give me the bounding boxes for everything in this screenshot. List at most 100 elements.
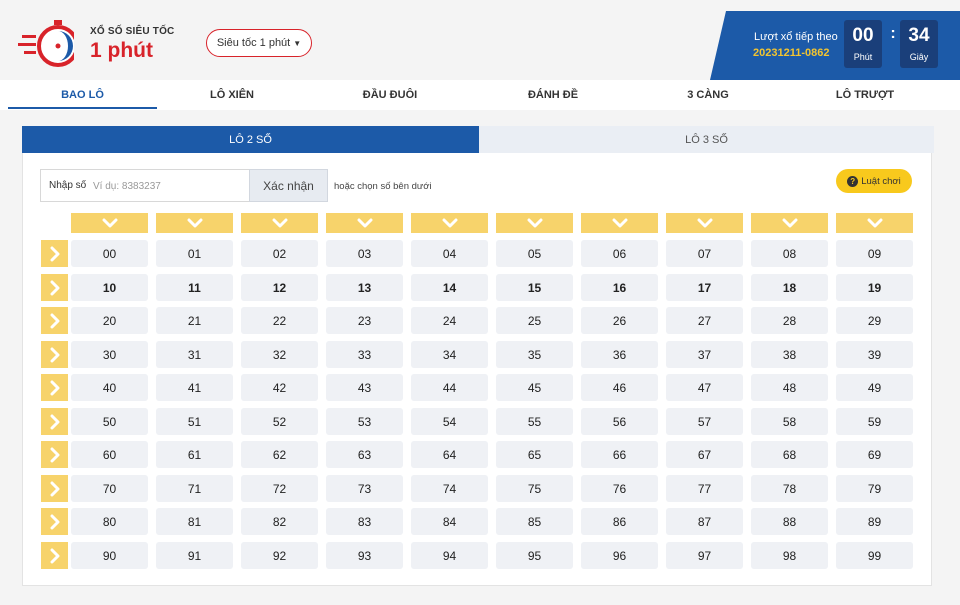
column-select-button[interactable] bbox=[241, 213, 318, 233]
number-cell[interactable]: 47 bbox=[666, 374, 743, 401]
number-input[interactable] bbox=[93, 176, 243, 196]
number-cell[interactable]: 75 bbox=[496, 475, 573, 502]
number-cell[interactable]: 92 bbox=[241, 542, 318, 569]
row-select-button[interactable] bbox=[41, 508, 68, 535]
tab-dau-duoi[interactable]: ĐẦU ĐUÔI bbox=[362, 89, 418, 101]
number-cell[interactable]: 83 bbox=[326, 508, 403, 535]
number-cell[interactable]: 95 bbox=[496, 542, 573, 569]
number-cell[interactable]: 62 bbox=[241, 441, 318, 468]
number-cell[interactable]: 36 bbox=[581, 341, 658, 368]
number-cell[interactable]: 15 bbox=[496, 274, 573, 301]
number-cell[interactable]: 45 bbox=[496, 374, 573, 401]
number-cell[interactable]: 37 bbox=[666, 341, 743, 368]
tab-3-cang[interactable]: 3 CÀNG bbox=[687, 89, 729, 101]
number-cell[interactable]: 89 bbox=[836, 508, 913, 535]
number-cell[interactable]: 49 bbox=[836, 374, 913, 401]
number-cell[interactable]: 05 bbox=[496, 240, 573, 267]
number-cell[interactable]: 50 bbox=[71, 408, 148, 435]
tab-lo-xien[interactable]: LÔ XIÊN bbox=[209, 89, 254, 101]
number-cell[interactable]: 27 bbox=[666, 307, 743, 334]
row-select-button[interactable] bbox=[41, 542, 68, 569]
number-cell[interactable]: 61 bbox=[156, 441, 233, 468]
number-cell[interactable]: 14 bbox=[411, 274, 488, 301]
number-cell[interactable]: 85 bbox=[496, 508, 573, 535]
number-cell[interactable]: 32 bbox=[241, 341, 318, 368]
number-cell[interactable]: 94 bbox=[411, 542, 488, 569]
column-select-button[interactable] bbox=[411, 213, 488, 233]
number-cell[interactable]: 11 bbox=[156, 274, 233, 301]
number-cell[interactable]: 31 bbox=[156, 341, 233, 368]
number-cell[interactable]: 63 bbox=[326, 441, 403, 468]
number-cell[interactable]: 90 bbox=[71, 542, 148, 569]
number-cell[interactable]: 10 bbox=[71, 274, 148, 301]
number-cell[interactable]: 70 bbox=[71, 475, 148, 502]
number-cell[interactable]: 35 bbox=[496, 341, 573, 368]
number-cell[interactable]: 96 bbox=[581, 542, 658, 569]
number-cell[interactable]: 67 bbox=[666, 441, 743, 468]
column-select-button[interactable] bbox=[326, 213, 403, 233]
number-cell[interactable]: 04 bbox=[411, 240, 488, 267]
rules-button[interactable]: ? Luật chơi bbox=[836, 169, 912, 193]
column-select-button[interactable] bbox=[496, 213, 573, 233]
tab-bao-lo[interactable]: BAO LÔ bbox=[8, 80, 157, 110]
game-mode-dropdown[interactable]: Siêu tốc 1 phút ▼ bbox=[206, 29, 312, 57]
number-cell[interactable]: 00 bbox=[71, 240, 148, 267]
number-cell[interactable]: 13 bbox=[326, 274, 403, 301]
number-cell[interactable]: 88 bbox=[751, 508, 828, 535]
tab-lo-3-so[interactable]: LÔ 3 SỐ bbox=[479, 126, 934, 153]
number-cell[interactable]: 42 bbox=[241, 374, 318, 401]
number-cell[interactable]: 84 bbox=[411, 508, 488, 535]
number-cell[interactable]: 93 bbox=[326, 542, 403, 569]
number-cell[interactable]: 30 bbox=[71, 341, 148, 368]
row-select-button[interactable] bbox=[41, 408, 68, 435]
number-cell[interactable]: 39 bbox=[836, 341, 913, 368]
number-cell[interactable]: 60 bbox=[71, 441, 148, 468]
column-select-button[interactable] bbox=[666, 213, 743, 233]
number-cell[interactable]: 64 bbox=[411, 441, 488, 468]
number-cell[interactable]: 73 bbox=[326, 475, 403, 502]
number-cell[interactable]: 23 bbox=[326, 307, 403, 334]
number-cell[interactable]: 82 bbox=[241, 508, 318, 535]
number-cell[interactable]: 51 bbox=[156, 408, 233, 435]
number-cell[interactable]: 56 bbox=[581, 408, 658, 435]
number-cell[interactable]: 44 bbox=[411, 374, 488, 401]
number-cell[interactable]: 66 bbox=[581, 441, 658, 468]
number-cell[interactable]: 79 bbox=[836, 475, 913, 502]
number-cell[interactable]: 34 bbox=[411, 341, 488, 368]
number-cell[interactable]: 29 bbox=[836, 307, 913, 334]
column-select-button[interactable] bbox=[751, 213, 828, 233]
number-cell[interactable]: 97 bbox=[666, 542, 743, 569]
number-cell[interactable]: 21 bbox=[156, 307, 233, 334]
number-cell[interactable]: 78 bbox=[751, 475, 828, 502]
number-cell[interactable]: 65 bbox=[496, 441, 573, 468]
number-cell[interactable]: 03 bbox=[326, 240, 403, 267]
number-cell[interactable]: 58 bbox=[751, 408, 828, 435]
number-cell[interactable]: 20 bbox=[71, 307, 148, 334]
number-cell[interactable]: 77 bbox=[666, 475, 743, 502]
number-cell[interactable]: 59 bbox=[836, 408, 913, 435]
number-cell[interactable]: 81 bbox=[156, 508, 233, 535]
number-cell[interactable]: 53 bbox=[326, 408, 403, 435]
number-cell[interactable]: 57 bbox=[666, 408, 743, 435]
number-cell[interactable]: 48 bbox=[751, 374, 828, 401]
number-cell[interactable]: 25 bbox=[496, 307, 573, 334]
tab-danh-de[interactable]: ĐÁNH ĐỀ bbox=[527, 89, 579, 101]
number-cell[interactable]: 02 bbox=[241, 240, 318, 267]
number-cell[interactable]: 38 bbox=[751, 341, 828, 368]
number-cell[interactable]: 68 bbox=[751, 441, 828, 468]
row-select-button[interactable] bbox=[41, 341, 68, 368]
number-cell[interactable]: 06 bbox=[581, 240, 658, 267]
number-cell[interactable]: 12 bbox=[241, 274, 318, 301]
confirm-button[interactable]: Xác nhận bbox=[249, 169, 328, 202]
number-cell[interactable]: 74 bbox=[411, 475, 488, 502]
number-cell[interactable]: 71 bbox=[156, 475, 233, 502]
tab-lo-truot[interactable]: LÔ TRƯỢT bbox=[835, 89, 895, 101]
row-select-button[interactable] bbox=[41, 274, 68, 301]
number-cell[interactable]: 76 bbox=[581, 475, 658, 502]
number-cell[interactable]: 43 bbox=[326, 374, 403, 401]
number-cell[interactable]: 69 bbox=[836, 441, 913, 468]
number-cell[interactable]: 01 bbox=[156, 240, 233, 267]
row-select-button[interactable] bbox=[41, 240, 68, 267]
number-cell[interactable]: 98 bbox=[751, 542, 828, 569]
number-cell[interactable]: 18 bbox=[751, 274, 828, 301]
